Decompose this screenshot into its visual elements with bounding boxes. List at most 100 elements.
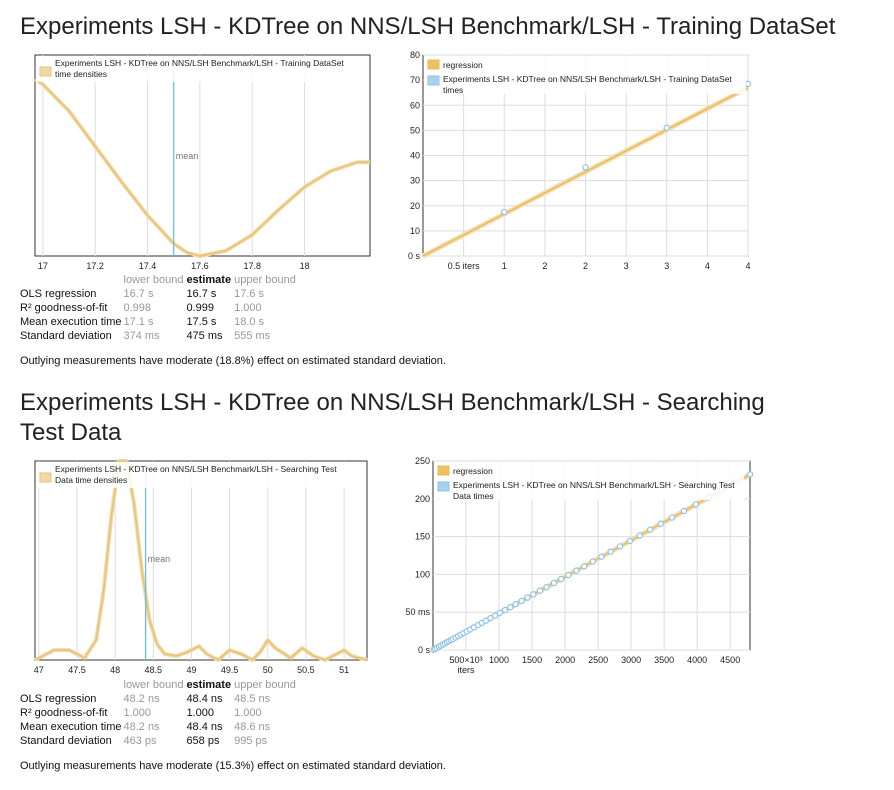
data-point <box>487 614 494 622</box>
legend-label-times: Data times <box>453 491 494 501</box>
data-point <box>589 558 597 565</box>
legend-label-density: Experiments LSH - KDTree on NNS/LSH Benc… <box>55 464 337 474</box>
stats-table: lower bound estimate upper bound OLS reg… <box>20 273 299 343</box>
stats-upper: 17.6 s <box>234 288 265 300</box>
legend-box <box>424 56 746 94</box>
y-tick-label: 250 <box>415 456 430 466</box>
data-point <box>565 571 572 579</box>
x-tick-label: 17 <box>38 261 48 271</box>
x-tick-label: 18 <box>300 261 310 271</box>
regression-plot: 0 s 10 20 30 40 50 60 70 80 0.5 iters 1 2 2 3 3 4 4 regre… <box>408 50 752 271</box>
x-tick-label: 50 <box>263 665 273 675</box>
x-tick-label: 17.4 <box>139 261 157 271</box>
x-tick-label: 2 <box>542 261 547 271</box>
x-tick-label: 51 <box>339 665 349 675</box>
stats-header-blank <box>20 273 124 287</box>
y-tick-label: 30 <box>410 176 420 186</box>
y-tick-label: 80 <box>410 50 420 60</box>
stats-estimate: 0.999 <box>186 302 214 314</box>
legend-label-density: time densities <box>55 69 107 79</box>
outlier-note: Outlying measurements have moderate (15.… <box>20 760 446 772</box>
stats-header-row: lower bound estimate upper bound <box>20 273 299 287</box>
legend-label-regression: regression <box>443 60 483 70</box>
data-point <box>543 583 550 591</box>
x-tick-label: 17.8 <box>243 261 261 271</box>
data-point <box>512 601 519 608</box>
legend-box <box>36 56 366 82</box>
outlier-note: Outlying measurements have moderate (18.… <box>20 355 446 367</box>
stats-header-upper: upper bound <box>234 274 296 286</box>
x-tick-label: 17.2 <box>86 261 104 271</box>
y-tick-label: 20 <box>410 201 420 211</box>
data-point <box>680 507 688 515</box>
legend-label-density: Experiments LSH - KDTree on NNS/LSH Benc… <box>55 58 344 68</box>
y-tick-label: 10 <box>410 226 420 236</box>
data-point <box>746 471 754 478</box>
stats-upper: 48.6 ns <box>234 721 271 733</box>
x-tick-label: 4000 <box>687 655 707 665</box>
x-tick-label: iters <box>458 665 476 675</box>
legend-swatch-density <box>39 472 52 483</box>
data-point <box>518 597 525 605</box>
stats-lower: 374 ms <box>123 330 160 342</box>
x-tick-label: 3 <box>624 261 629 271</box>
mean-label: mean <box>148 554 171 564</box>
data-point <box>491 612 499 619</box>
stats-row: Standard deviation 374 ms 475 ms 555 ms <box>20 329 299 343</box>
section-title: Experiments LSH - KDTree on NNS/LSH Benc… <box>20 389 765 446</box>
x-tick-label: 3000 <box>621 655 641 665</box>
data-point <box>626 537 634 545</box>
x-tick-label: 49.5 <box>221 665 239 675</box>
data-point <box>657 520 665 527</box>
x-tick-label: 4 <box>745 261 750 271</box>
x-tick-label: 48 <box>110 665 120 675</box>
stats-header-lower: lower bound <box>123 679 184 691</box>
legend-swatch-density <box>39 66 52 77</box>
x-tick-label: 1 <box>502 261 507 271</box>
stats-row-label: R² goodness-of-fit <box>20 302 108 314</box>
y-tick-label: 100 <box>415 569 430 579</box>
data-point <box>536 587 544 594</box>
x-tick-label: 1500 <box>522 655 542 665</box>
stats-estimate: 658 ps <box>186 735 220 747</box>
legend-label-regression: regression <box>453 466 493 476</box>
legend-swatch-regression <box>437 465 450 476</box>
stats-header-row: lower bound estimate upper bound <box>20 678 299 692</box>
plot-frame <box>34 54 371 257</box>
stats-lower: 0.998 <box>123 302 152 314</box>
section-title: Experiments LSH - KDTree on NNS/LSH Benc… <box>20 13 836 40</box>
legend-swatch-regression <box>427 59 440 70</box>
data-point <box>581 563 588 570</box>
x-tick-label: 2000 <box>555 655 575 665</box>
legend-box <box>434 462 744 500</box>
regression-chart: 0 s 10 20 30 40 50 60 70 80 0.5 iters 1 2 2 3 3 4 4 regre… <box>398 50 758 277</box>
stats-header-estimate: estimate <box>186 274 232 286</box>
x-tick-label: 2 <box>583 261 588 271</box>
stats-row: OLS regression 48.2 ns 48.4 ns 48.5 ns <box>20 692 299 706</box>
density-plot: 47 47.5 48 48.5 49 49.5 50 50.5 51 mean Experiment… <box>34 459 368 675</box>
density-chart: 17 17.2 17.4 17.6 17.8 18 mean Experiments LSH … <box>20 52 371 277</box>
stats-lower: 463 ps <box>123 735 157 747</box>
y-tick-label: 50 <box>410 125 420 135</box>
legend-label-times: Experiments LSH - KDTree on NNS/LSH Benc… <box>453 480 735 490</box>
legend-label-times: Experiments LSH - KDTree on NNS/LSH Benc… <box>443 74 732 84</box>
x-tick-label: 1000 <box>489 655 509 665</box>
stats-upper: 18.0 s <box>234 316 265 328</box>
plot-frame <box>34 460 368 661</box>
data-point <box>607 548 614 555</box>
data-point <box>496 609 503 617</box>
stats-row-label: OLS regression <box>20 693 97 705</box>
stats-estimate: 48.4 ns <box>186 721 223 733</box>
y-tick-label: 200 <box>415 494 430 504</box>
stats-table: lower bound estimate upper bound OLS reg… <box>20 678 299 748</box>
y-tick-label: 150 <box>415 532 430 542</box>
y-tick-label: 0 s <box>408 251 421 261</box>
x-tick-label: 47.5 <box>68 665 86 675</box>
data-point <box>557 575 565 583</box>
y-tick-label: 40 <box>410 151 420 161</box>
legend-swatch-times <box>437 481 450 492</box>
stats-estimate: 17.5 s <box>186 316 217 328</box>
stats-row: Mean execution time 48.2 ns 48.4 ns 48.6… <box>20 720 299 734</box>
stats-row-label: Standard deviation <box>20 330 112 342</box>
